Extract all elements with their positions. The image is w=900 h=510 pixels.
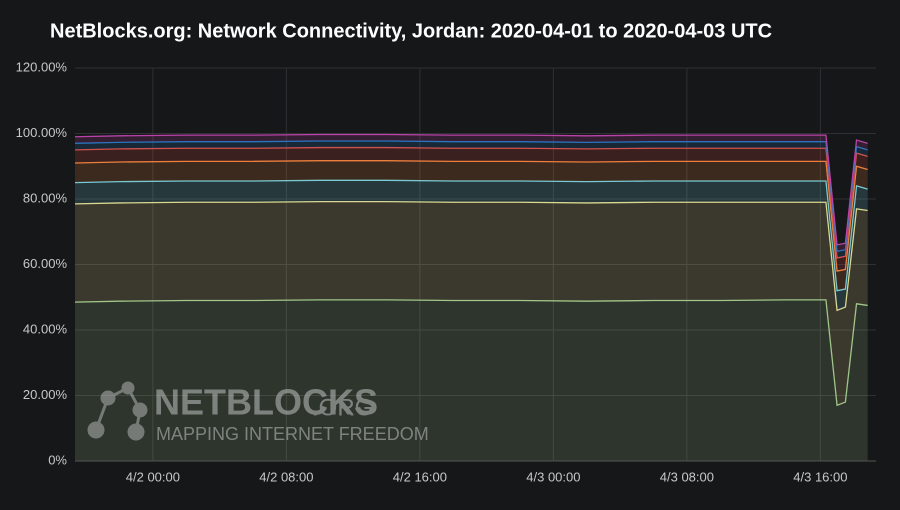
area-fill: [75, 160, 868, 291]
series-line: [74, 133, 868, 246]
y-tick-label: 60.00%: [23, 256, 68, 271]
chart-title: NetBlocks.org: Network Connectivity, Jor…: [50, 20, 772, 42]
series-line: [74, 179, 868, 292]
y-tick-label: 120.00%: [16, 59, 68, 74]
y-tick-label: 40.00%: [23, 321, 68, 336]
x-tick-label: 4/2 16:00: [393, 469, 447, 484]
x-tick-label: 4/2 08:00: [259, 469, 313, 484]
series-line: [74, 146, 868, 259]
area-fill: [75, 180, 868, 311]
y-tick-label: 0%: [48, 452, 67, 467]
area-fill: [75, 147, 868, 272]
y-tick-label: 80.00%: [23, 190, 68, 205]
watermark-tagline: MAPPING INTERNET FREEDOM: [156, 424, 429, 444]
watermark-suffix: .ORG: [312, 394, 373, 421]
area-fill: [75, 299, 868, 461]
series-line: [74, 299, 868, 407]
series-line: [74, 160, 868, 272]
x-tick-label: 4/3 08:00: [660, 469, 714, 484]
y-tick-label: 100.00%: [16, 125, 68, 140]
area-fill: [75, 201, 868, 406]
x-tick-label: 4/3 00:00: [526, 469, 580, 484]
series-line: [74, 140, 868, 253]
x-tick-label: 4/2 00:00: [126, 469, 180, 484]
series-line: [74, 200, 868, 312]
areas: [74, 133, 868, 461]
grid: [75, 67, 876, 462]
watermark-brand: NETBLOCKS: [154, 382, 378, 423]
x-tick-label: 4/3 16:00: [793, 469, 847, 484]
watermark: NETBLOCKS .ORG MAPPING INTERNET FREEDOM: [87, 381, 429, 444]
y-tick-label: 20.00%: [23, 387, 68, 402]
watermark-logo: [87, 381, 148, 441]
